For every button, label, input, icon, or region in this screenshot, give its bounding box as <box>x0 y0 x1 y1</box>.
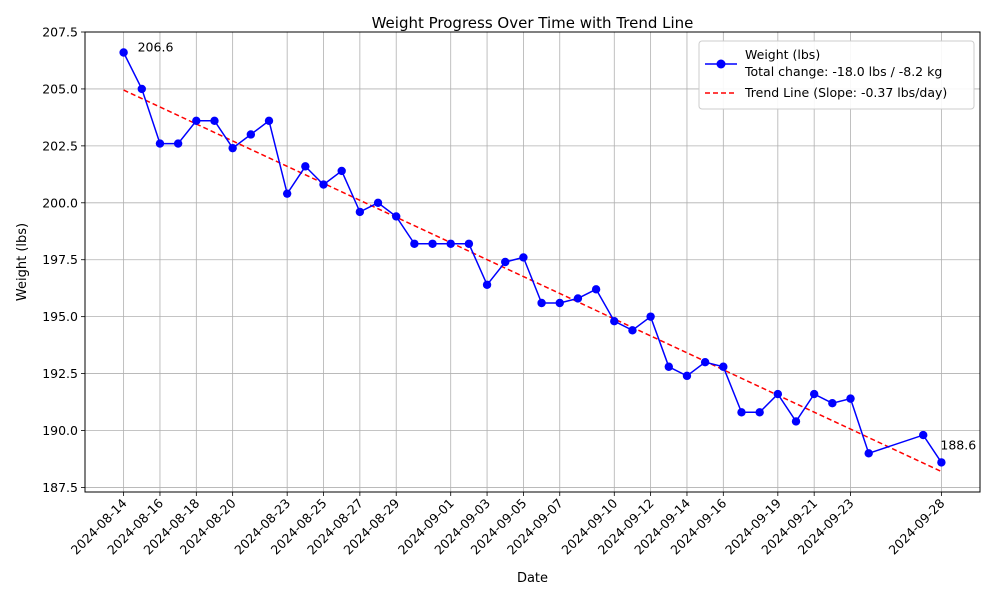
y-tick-label: 190.0 <box>42 423 78 438</box>
weight-point <box>137 84 146 94</box>
legend-weight-total-change: Total change: -18.0 lbs / -8.2 kg <box>744 64 942 79</box>
weight-point <box>682 371 692 381</box>
legend-box <box>698 40 975 110</box>
weight-point <box>791 417 801 426</box>
legend-trend-label: Trend Line (Slope: -0.37 lbs/day) <box>744 85 947 100</box>
weight-point <box>501 257 510 267</box>
grid <box>85 31 980 492</box>
weight-point <box>937 458 946 467</box>
weight-point <box>828 398 837 408</box>
weight-point <box>228 143 237 153</box>
weight-point <box>719 362 728 371</box>
weight-point <box>537 298 546 308</box>
weight-point <box>482 280 492 289</box>
y-tick-label: 192.5 <box>42 366 78 381</box>
weight-point <box>355 207 365 217</box>
legend-weight-swatch-marker <box>716 59 726 69</box>
weight-point <box>373 198 383 207</box>
y-tick-label: 202.5 <box>42 138 78 153</box>
weight-point <box>301 162 310 171</box>
weight-point <box>155 139 165 148</box>
x-axis-label: Date <box>517 571 548 586</box>
weight-point <box>700 357 710 367</box>
y-axis-label: Weight (lbs) <box>15 223 30 301</box>
weight-point <box>610 317 619 326</box>
chart-title: Weight Progress Over Time with Trend Lin… <box>372 14 694 32</box>
weight-point <box>464 239 474 248</box>
weight-point <box>591 285 601 294</box>
weight-point <box>773 389 783 399</box>
annotation-end-value: 188.6 <box>940 437 976 452</box>
weight-point <box>573 294 583 303</box>
y-axis-ticks: 187.5 190.0 192.5 195.0 197.5 200.0 202.5 205.0… <box>42 25 85 495</box>
weight-point <box>392 212 401 221</box>
weight-point <box>282 189 292 198</box>
weight-point <box>846 394 855 403</box>
weight-point <box>864 449 873 458</box>
weight-point <box>192 116 201 126</box>
weight-point <box>119 48 128 57</box>
legend: Weight (lbs) Total change: -18.0 lbs / -… <box>698 40 975 110</box>
y-tick-label: 200.0 <box>42 195 78 210</box>
weight-point <box>555 298 564 308</box>
weight-point <box>755 408 764 417</box>
weight-point <box>173 139 183 148</box>
y-tick-label: 197.5 <box>42 252 78 267</box>
y-tick-label: 195.0 <box>42 309 78 324</box>
y-tick-label: 207.5 <box>42 25 78 40</box>
weight-series-layer <box>119 48 946 467</box>
y-tick-label: 187.5 <box>42 480 78 495</box>
weight-point <box>664 362 673 371</box>
weight-point <box>446 239 455 248</box>
weight-point <box>246 130 256 139</box>
weight-point <box>809 389 819 399</box>
weight-point <box>428 239 437 248</box>
plot-frame <box>84 31 981 493</box>
weight-point <box>410 239 419 248</box>
annotations: 206.6 188.6 <box>138 39 977 452</box>
weight-point <box>519 253 528 262</box>
weight-point <box>319 180 328 189</box>
weight-point <box>264 116 274 126</box>
weight-point <box>737 408 746 417</box>
legend-weight-label: Weight (lbs) <box>745 47 820 62</box>
y-tick-label: 205.0 <box>42 81 78 96</box>
weight-point <box>919 430 928 440</box>
weight-point <box>628 326 637 335</box>
weight-point <box>210 116 219 126</box>
annotation-start-value: 206.6 <box>138 39 174 54</box>
weight-point <box>337 166 346 176</box>
weight-point <box>646 312 655 321</box>
